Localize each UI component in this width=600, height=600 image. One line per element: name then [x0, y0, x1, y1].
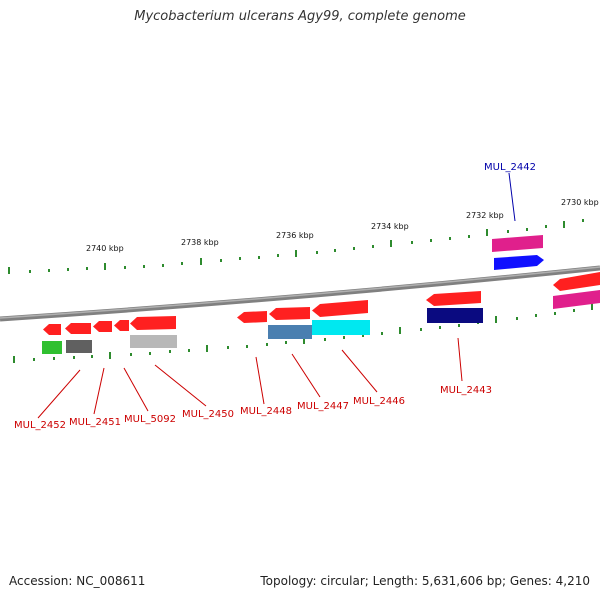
- gene-arrow: [494, 255, 544, 270]
- gene-arrow: [553, 290, 600, 309]
- gene-label: MUL_2442: [484, 162, 536, 173]
- gene-arrow: [65, 323, 91, 334]
- scale-label: 2734 kbp: [371, 222, 409, 231]
- gene-label: MUL_2446: [353, 396, 405, 407]
- figure-title: Mycobacterium ulcerans Agy99, complete g…: [134, 9, 466, 24]
- callout-line: [93, 367, 105, 415]
- callout-line: [37, 369, 81, 419]
- gene-arrow: [237, 311, 267, 323]
- scale-label: 2738 kbp: [181, 238, 219, 247]
- gene-block: [130, 335, 177, 348]
- gene-labels: MUL_2452 MUL_2451 MUL_5092 MUL_2450 MUL_…: [14, 162, 536, 431]
- gene-arrow: [130, 316, 176, 330]
- lower-ruler: [13, 303, 593, 363]
- genome-backbone: [0, 265, 600, 322]
- callout-line: [255, 356, 265, 405]
- gene-arrow: [492, 235, 543, 252]
- gene-label: MUL_5092: [124, 414, 176, 425]
- callout-line: [123, 367, 149, 412]
- gene-block: [312, 320, 370, 335]
- gene-arrow: [553, 272, 600, 291]
- gene-block: [66, 340, 92, 353]
- upper-ruler: [8, 219, 584, 274]
- gene-arrow: [312, 300, 368, 317]
- gene-arrow: [426, 291, 481, 306]
- gene-block: [268, 325, 312, 339]
- gene-arrow: [93, 321, 112, 332]
- gene-label: MUL_2452: [14, 420, 66, 431]
- gene-label: MUL_2447: [297, 401, 349, 412]
- callout-line: [154, 364, 207, 407]
- gene-arrow: [269, 307, 310, 320]
- scale-label: 2732 kbp: [466, 211, 504, 220]
- callout-lines: [37, 172, 516, 419]
- gene-label: MUL_2451: [69, 417, 121, 428]
- accession-label: Accession: NC_008611: [9, 574, 146, 588]
- callout-line: [341, 349, 378, 393]
- scale-label: 2736 kbp: [276, 231, 314, 240]
- gene-label: MUL_2448: [240, 406, 292, 417]
- genome-backbone-highlight: [0, 266, 600, 319]
- gene-label: MUL_2450: [182, 409, 234, 420]
- gene-block: [42, 341, 62, 354]
- gene-label: MUL_2443: [440, 385, 492, 396]
- topology-label: Topology: circular; Length: 5,631,606 bp…: [260, 574, 590, 588]
- upper-strand-genes: [42, 235, 600, 354]
- callout-line: [457, 337, 463, 382]
- scale-label: 2730 kbp: [561, 198, 599, 207]
- gene-arrow: [114, 320, 129, 331]
- gene-block: [427, 308, 483, 323]
- scale-labels: 2740 kbp 2738 kbp 2736 kbp 2734 kbp 2732…: [86, 198, 599, 253]
- callout-line: [291, 353, 321, 398]
- callout-line: [508, 172, 516, 222]
- gene-arrow: [43, 324, 61, 335]
- scale-label: 2740 kbp: [86, 244, 124, 253]
